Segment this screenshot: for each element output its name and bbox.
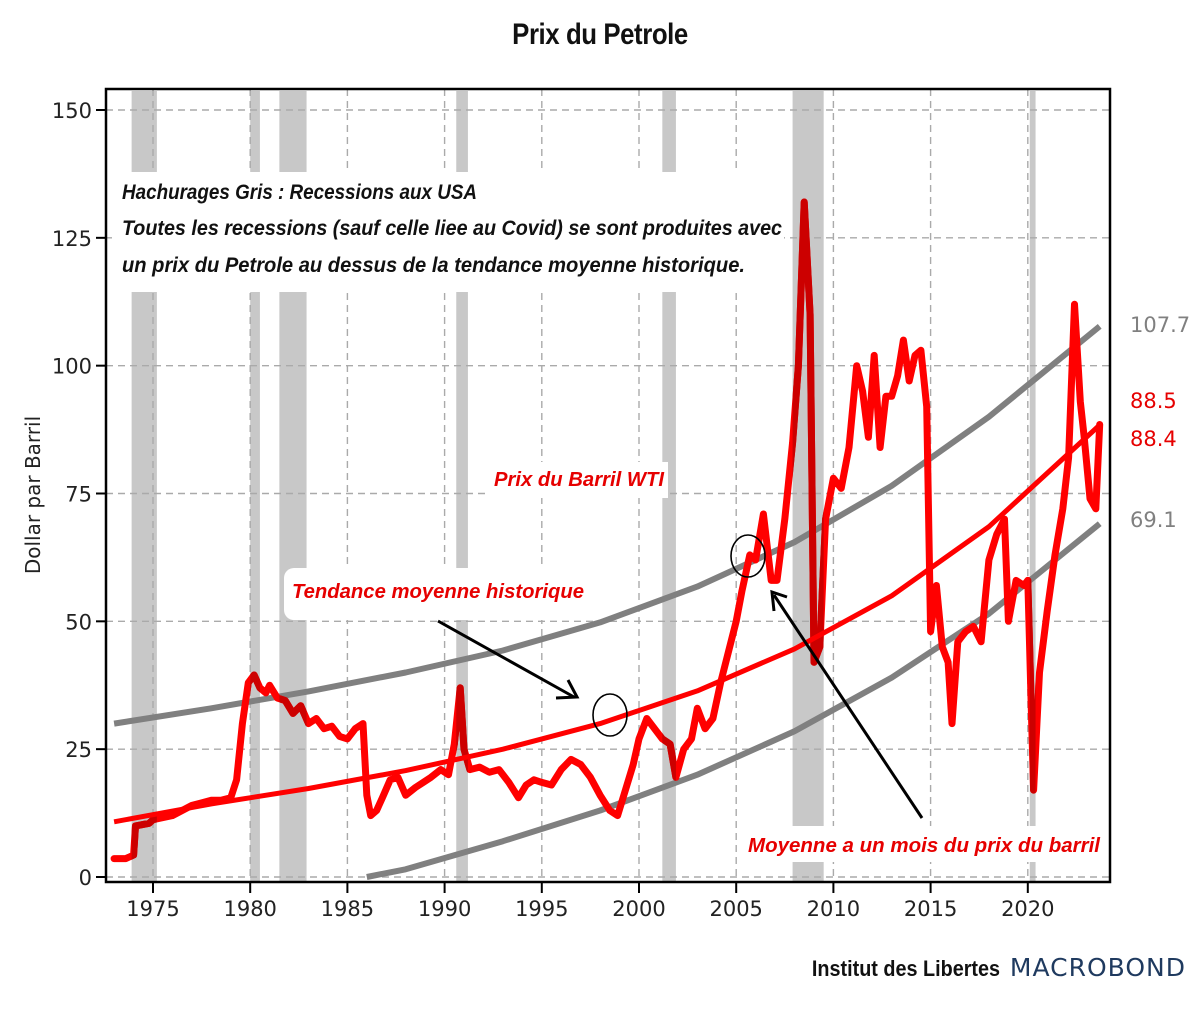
trend-line xyxy=(113,423,1102,825)
x-tick-label: 2020 xyxy=(1001,897,1054,921)
y-tick-label: 125 xyxy=(52,227,92,251)
plot-frame xyxy=(104,87,1112,884)
price-line-recession-segment xyxy=(456,684,468,773)
trend-arrow-head xyxy=(555,679,580,700)
x-tick-label: 2000 xyxy=(612,897,665,921)
x-tick-label: 1975 xyxy=(126,897,179,921)
end-labels: 107.7 88.5 88.4 69.1 xyxy=(1130,313,1190,532)
monthly-label-box xyxy=(740,826,1104,862)
macrobond-logo: MACROBOND xyxy=(1009,953,1186,982)
axes: 0 25 50 75 100 125 150 1975 1980 1985 1990 1995 2000… xyxy=(52,87,1112,921)
upper-band-line xyxy=(113,323,1102,727)
price-line-recession-segment xyxy=(131,815,157,860)
y-tick-label: 0 xyxy=(79,866,92,890)
x-tick-label: 2005 xyxy=(709,897,762,921)
x-tick-label: 1980 xyxy=(223,897,276,921)
x-tick-label: 1995 xyxy=(515,897,568,921)
trend-arrow xyxy=(437,619,575,699)
recession-band xyxy=(792,91,824,882)
recession-band xyxy=(250,91,260,882)
recession-note-line1: Hachurages Gris : Recessions aux USA xyxy=(122,181,477,204)
y-tick-label: 25 xyxy=(65,738,92,762)
x-tick-label: 2010 xyxy=(807,897,860,921)
end-label-upper-band: 107.7 xyxy=(1130,313,1190,337)
recession-note-box xyxy=(112,172,784,292)
recession-note-line3: un prix du Petrole au dessus de la tenda… xyxy=(122,254,745,277)
monthly-circle xyxy=(730,534,766,578)
price-line xyxy=(110,198,1104,863)
monthly-arrow-head xyxy=(770,589,788,612)
wti-label: Prix du Barril WTI xyxy=(494,469,664,491)
monthly-arrow xyxy=(772,594,924,819)
annotations: Hachurages Gris : Recessions aux USA Tou… xyxy=(112,172,1104,862)
lower-band-line xyxy=(366,521,1102,880)
institution-name: Institut des Libertes xyxy=(811,956,1000,981)
end-label-price: 88.5 xyxy=(1130,389,1177,413)
series-lines xyxy=(110,198,1104,880)
trend-label-box xyxy=(284,568,596,620)
price-line-recession-segment xyxy=(662,733,676,781)
x-tick-label: 1990 xyxy=(418,897,471,921)
y-tick-label: 100 xyxy=(52,355,92,379)
wti-label-box xyxy=(488,462,668,498)
price-line-recession-segment xyxy=(250,671,260,695)
price-line-recession-segment xyxy=(279,694,307,727)
trend-circle xyxy=(592,693,628,737)
price-line-recession-segment xyxy=(792,198,824,666)
x-tick-label: 1985 xyxy=(321,897,374,921)
trend-label: Tendance moyenne historique xyxy=(292,581,584,603)
y-tick-label: 150 xyxy=(52,99,92,123)
arrows xyxy=(437,534,924,819)
y-tick-label: 75 xyxy=(65,483,92,507)
monthly-label: Moyenne a un mois du prix du barril xyxy=(748,835,1100,857)
x-tick-label: 2015 xyxy=(904,897,957,921)
chart-title: Prix du Petrole xyxy=(512,18,688,51)
end-label-trend: 88.4 xyxy=(1130,427,1177,451)
end-label-lower-band: 69.1 xyxy=(1130,508,1177,532)
y-tick-label: 50 xyxy=(65,610,92,634)
recession-note-line2: Toutes les recessions (sauf celle liee a… xyxy=(122,217,782,240)
recession-band xyxy=(456,91,468,882)
footer: Institut des Libertes MACROBOND xyxy=(791,953,1186,982)
y-axis-label: Dollar par Barril xyxy=(21,416,45,574)
price-line-recession-segment xyxy=(1029,577,1036,794)
